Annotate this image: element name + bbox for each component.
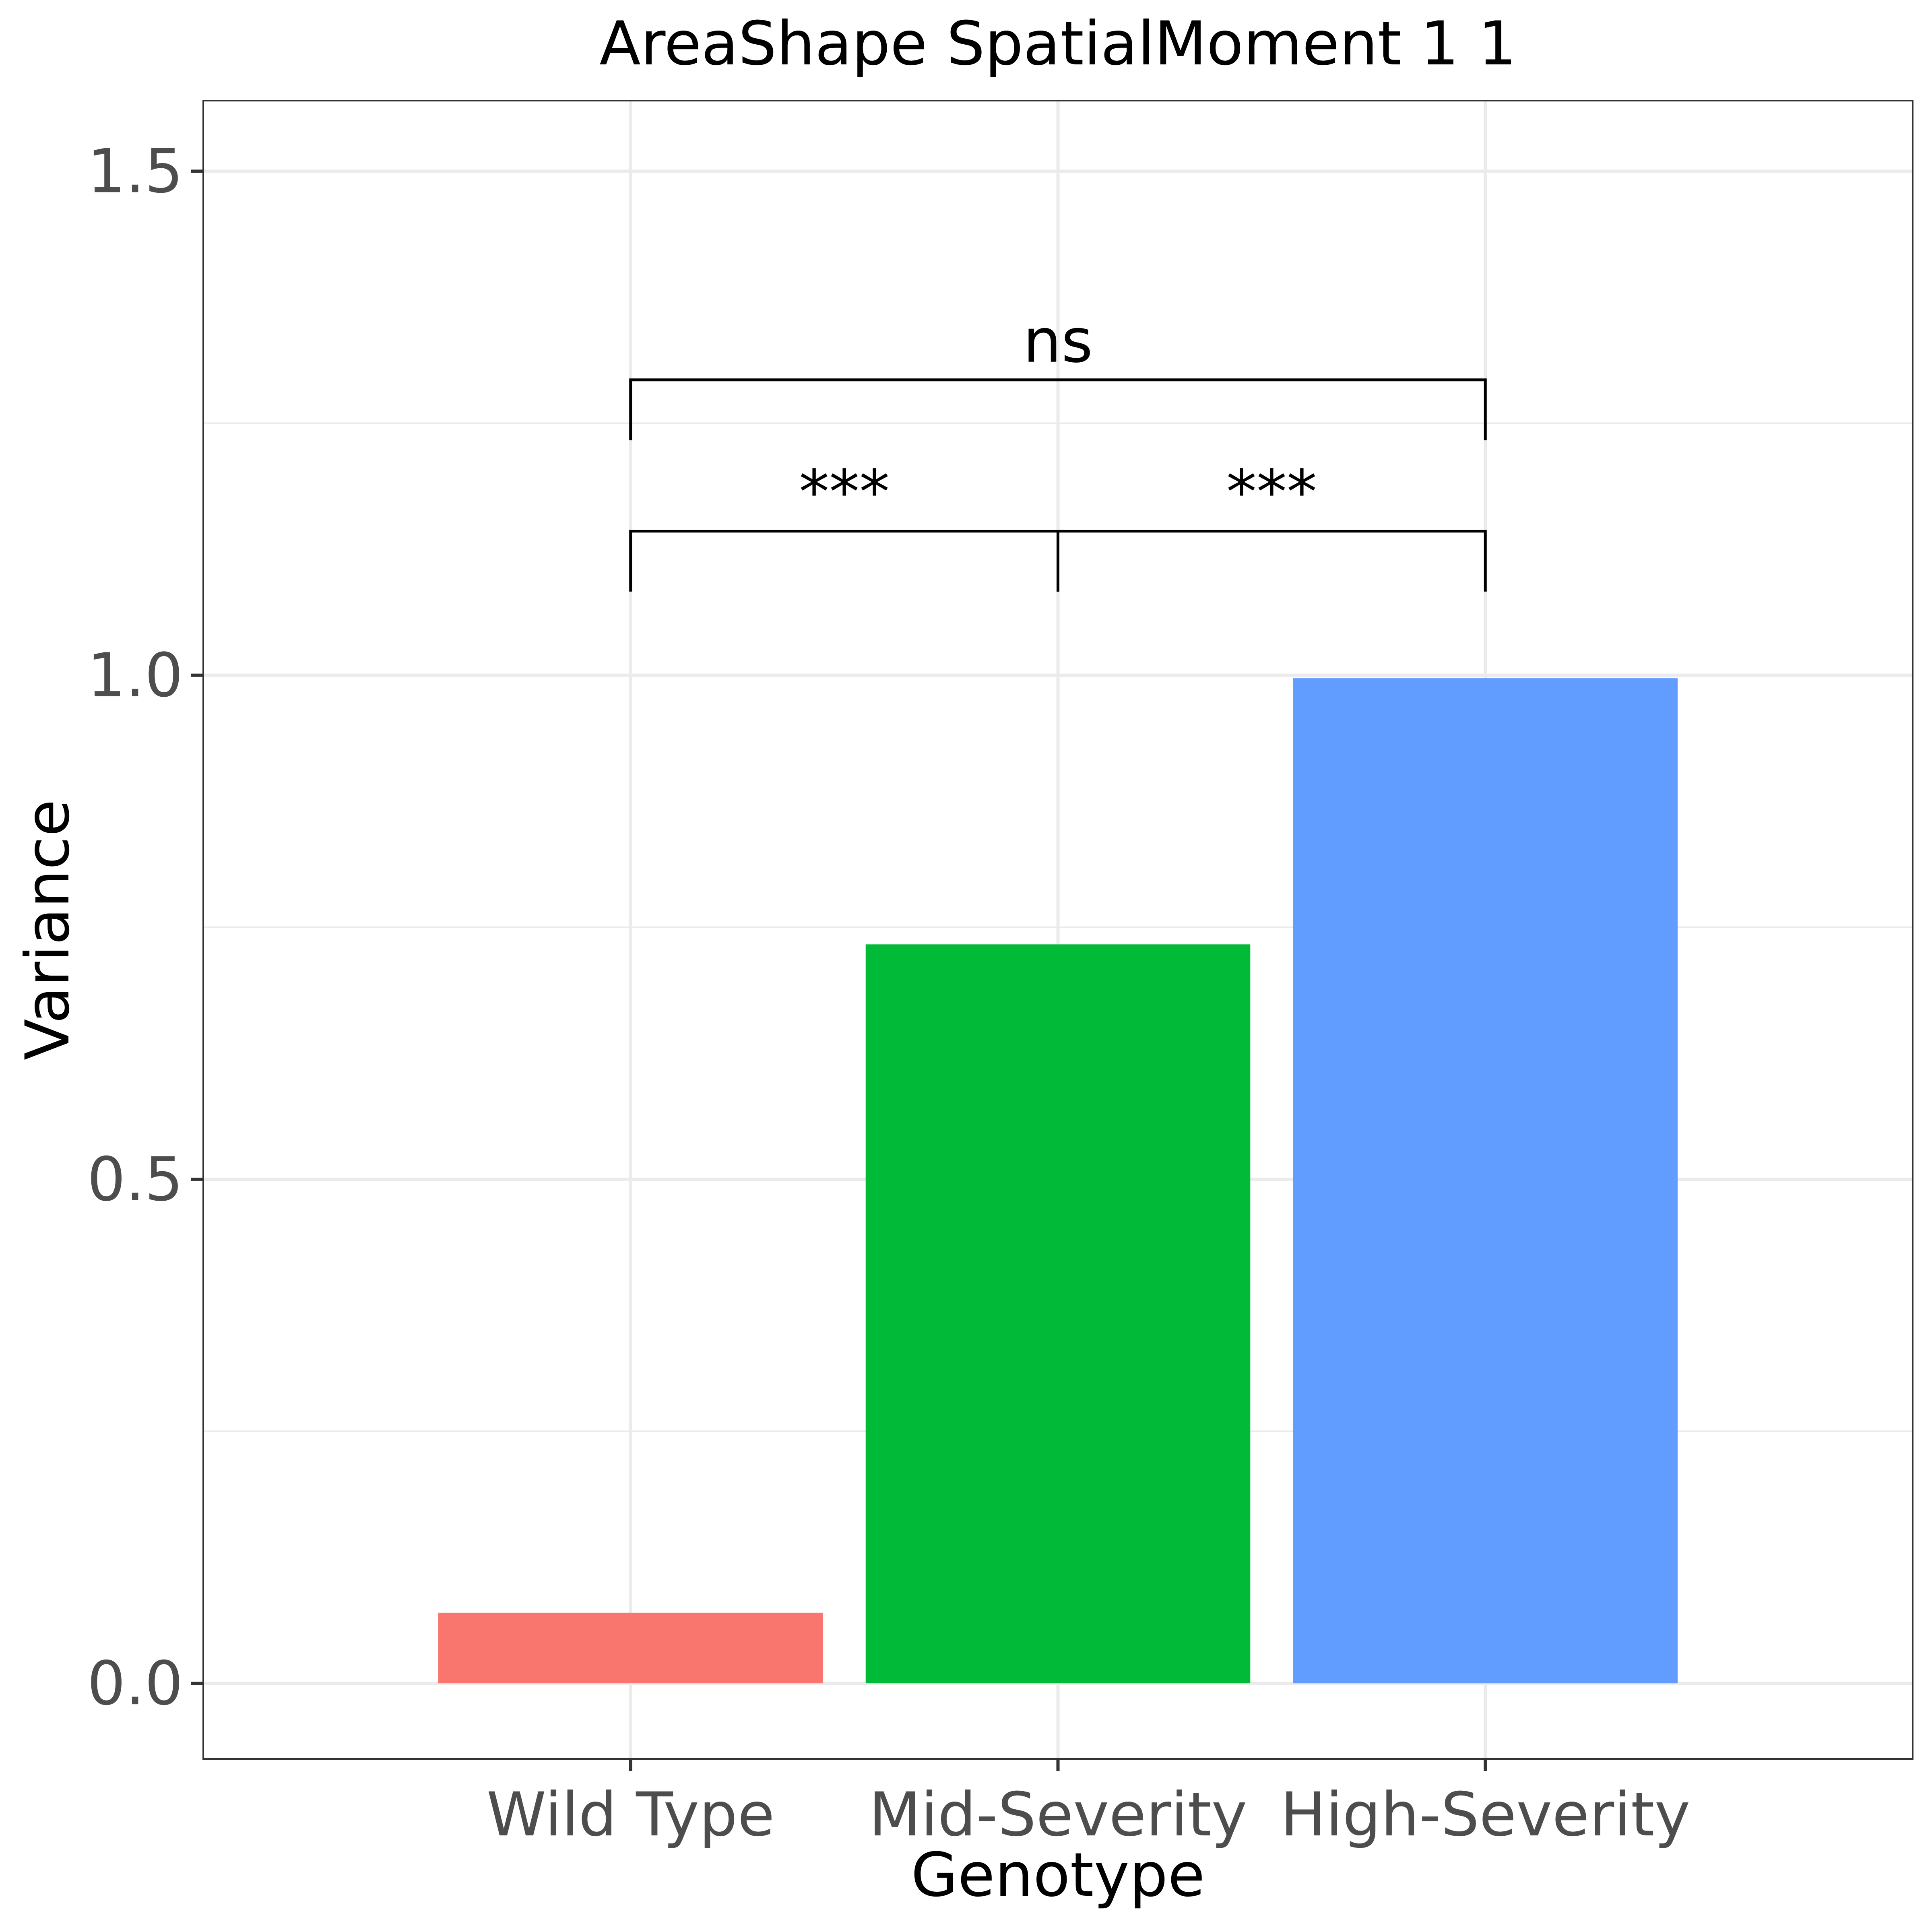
significance-label: ns	[1023, 306, 1093, 376]
axes: 0.0 0.5 1.0 1.5 Wild Type Mid-Severity High-Se…	[87, 136, 1690, 1850]
y-tick-label: 1.5	[87, 136, 183, 206]
y-tick-label: 0.0	[87, 1649, 183, 1719]
chart-title: AreaShape SpatialMoment 1 1	[599, 9, 1517, 79]
significance-bracket	[1057, 529, 1487, 592]
significance-label: ***	[1226, 457, 1317, 527]
significance-brackets: *** *** ns	[629, 306, 1487, 592]
y-tick-label: 0.5	[87, 1145, 183, 1215]
x-tick-label: High-Severity	[1280, 1780, 1690, 1850]
x-axis-title: Genotype	[911, 1840, 1205, 1910]
bars	[438, 678, 1678, 1684]
y-axis-title: Variance	[13, 799, 83, 1060]
bar-wild-type	[438, 1612, 823, 1684]
x-tick-label: Wild Type	[487, 1780, 775, 1850]
significance-label: ***	[799, 457, 890, 527]
significance-bracket	[629, 378, 1487, 441]
y-tick-label: 1.0	[87, 641, 183, 711]
bar-mid-severity	[865, 944, 1251, 1684]
bar-high-severity	[1293, 678, 1678, 1684]
x-tick-label: Mid-Severity	[869, 1780, 1247, 1850]
